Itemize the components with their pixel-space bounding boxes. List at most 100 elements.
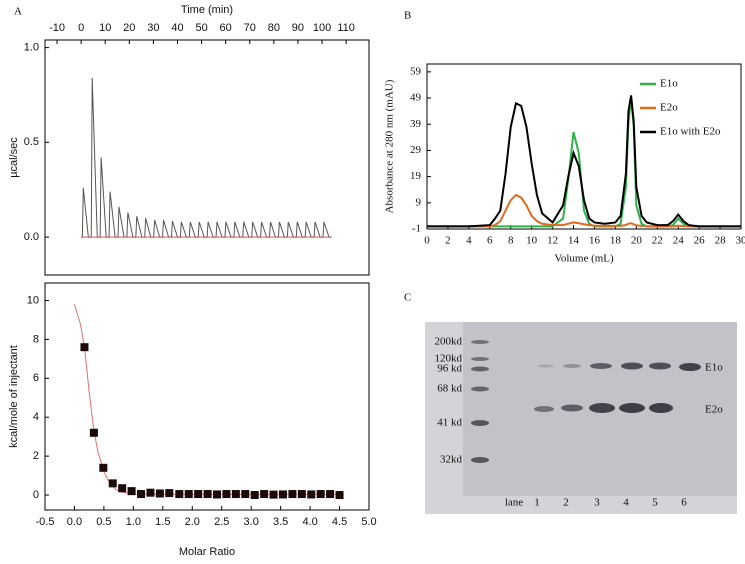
x-tick-label: 4 [466, 235, 472, 247]
y-tick-label: 10 [27, 294, 39, 306]
data-point [278, 490, 287, 499]
x-tick-label: 70 [244, 22, 256, 34]
marker-label: 32kd [440, 454, 463, 466]
marker-label: 120kd [435, 353, 463, 365]
panel-label: C [404, 292, 411, 304]
data-point [213, 490, 222, 499]
marker-band [471, 457, 489, 463]
data-point [307, 490, 316, 499]
x-tick-label: 3.0 [244, 516, 259, 528]
data-point [118, 484, 127, 493]
data-point [155, 489, 164, 498]
x-tick-label: 2.5 [214, 516, 229, 528]
y-tick-label: 0.0 [24, 231, 39, 243]
x-tick-label: 10 [99, 22, 111, 34]
legend-label: E1o with E2o [660, 126, 721, 138]
lane-label: 1 [534, 497, 540, 509]
e2o-band [619, 403, 645, 413]
x-tick-label: -0.5 [36, 516, 55, 528]
x-tick-label: 0 [78, 22, 84, 34]
y-axis-label: kcal/mole of injectant [8, 345, 20, 448]
y-tick-label: 0.5 [24, 136, 39, 148]
e1o-band [590, 363, 612, 369]
x-axis-label: Molar Ratio [179, 546, 235, 558]
lane-label: 4 [623, 497, 629, 509]
y-tick-label: 59 [410, 65, 422, 77]
y-tick-label: 2 [33, 450, 39, 462]
data-point [137, 490, 146, 499]
gel-bands [471, 340, 701, 463]
e1o-band [621, 362, 643, 370]
chart: -0.5 0.0 0.5 1.0 1.5 2.0 2.5 3.0 3.5 4.0 4.5 5.0 0 2 4… [8, 282, 377, 558]
y-tick-label: 0 [33, 489, 39, 501]
data-line [73, 304, 340, 495]
x-tick-label: 0.0 [67, 516, 82, 528]
lane-label: 2 [563, 497, 569, 509]
x-tick-label: 0.5 [96, 516, 111, 528]
x-tick-label: 40 [171, 22, 183, 34]
y-tick-label: 9 [416, 196, 422, 208]
data-point [326, 490, 335, 499]
data-point [231, 490, 240, 499]
y-tick-label: -1 [412, 223, 421, 235]
data-point [89, 428, 98, 437]
y-tick-label: 4 [33, 411, 39, 423]
x-tick-label: 110 [337, 22, 355, 34]
x-tick-label: 16 [589, 235, 601, 247]
data-point [250, 491, 259, 500]
e1o-band [649, 362, 671, 370]
lane-label: 6 [681, 497, 687, 509]
x-tick-label: 5.0 [361, 516, 376, 528]
x-tick-label: -10 [49, 22, 65, 34]
plot-frame [44, 282, 370, 511]
e2o-band [534, 406, 554, 412]
marker-band [471, 366, 489, 372]
x-tick-label: 24 [673, 235, 685, 247]
marker-label: 41 kd [437, 417, 462, 429]
data-point [146, 488, 155, 497]
y-axis-label: Absorbance at 280 nm (mAU) [384, 79, 396, 213]
x-tick-label: 18 [610, 235, 622, 247]
legend-label: E1o [660, 78, 678, 90]
data-point [260, 490, 269, 499]
y-tick-label: 29 [410, 144, 422, 156]
x-tick-label: 50 [195, 22, 207, 34]
data-point [127, 487, 136, 496]
lane-label: 3 [594, 497, 600, 509]
plot-frame [44, 39, 370, 276]
y-tick-label: 49 [410, 92, 422, 104]
x-axis-label: Volume (mL) [554, 253, 614, 265]
x-tick-label: 20 [123, 22, 135, 34]
panel-label: A [14, 6, 22, 18]
data-point [335, 491, 344, 500]
data-point [203, 490, 212, 499]
data-point [288, 490, 297, 499]
marker-band [471, 340, 489, 344]
lane-label: 5 [652, 497, 658, 509]
marker-band [471, 420, 489, 426]
x-tick-label: 60 [220, 22, 232, 34]
data-line [427, 193, 741, 228]
y-tick-label: 39 [410, 118, 422, 130]
e2o-band [589, 403, 615, 413]
marker-label: 68 kd [437, 383, 462, 395]
x-tick-label: 26 [694, 235, 706, 247]
chart: 0 2 4 6 8 10 12 14 16 18 20 22 24 26 28 30-191929394959… [384, 10, 745, 265]
data-point [80, 343, 89, 352]
legend-label: E2o [660, 102, 678, 114]
y-tick-label: 8 [33, 333, 39, 345]
x-tick-label: 2.0 [185, 516, 200, 528]
x-tick-label: 4.5 [332, 516, 347, 528]
e1o-band [538, 364, 554, 368]
x-tick-label: 1.5 [155, 516, 170, 528]
e2o-band [561, 404, 583, 412]
data-point [99, 463, 108, 472]
x-tick-label: 100 [313, 22, 331, 34]
x-tick-label: 3.5 [273, 516, 288, 528]
panel-label: B [404, 10, 411, 22]
data-point [184, 490, 193, 499]
data-line [81, 77, 332, 238]
x-tick-label: 20 [631, 235, 643, 247]
